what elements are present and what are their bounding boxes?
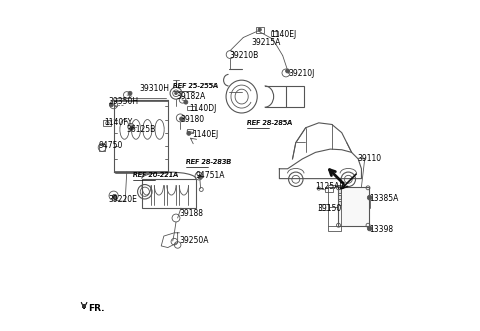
Bar xyxy=(338,189,341,193)
Text: 39110: 39110 xyxy=(358,155,382,164)
Circle shape xyxy=(187,131,191,135)
Circle shape xyxy=(112,194,117,199)
Text: 39310H: 39310H xyxy=(140,84,170,93)
Text: 39210B: 39210B xyxy=(229,51,259,60)
Text: 39150: 39150 xyxy=(317,204,341,213)
Bar xyxy=(83,304,86,308)
Text: 39188: 39188 xyxy=(179,209,203,217)
Circle shape xyxy=(286,69,289,73)
Text: 1140DJ: 1140DJ xyxy=(189,104,216,113)
Bar xyxy=(286,86,304,107)
Text: 1140EJ: 1140EJ xyxy=(270,30,297,39)
Circle shape xyxy=(258,28,261,31)
Bar xyxy=(338,195,341,199)
Text: REF 28-283B: REF 28-283B xyxy=(186,159,231,165)
Bar xyxy=(188,106,195,110)
Text: 39180: 39180 xyxy=(180,115,204,124)
Circle shape xyxy=(180,117,183,121)
Text: REF 20-221A: REF 20-221A xyxy=(133,172,178,178)
Bar xyxy=(319,204,329,210)
Circle shape xyxy=(128,91,132,95)
Text: 1140EJ: 1140EJ xyxy=(192,130,219,139)
Bar xyxy=(142,179,196,208)
Bar xyxy=(103,120,111,126)
Text: REF 25-255A: REF 25-255A xyxy=(173,83,217,89)
Text: 1140FY: 1140FY xyxy=(104,118,132,127)
Circle shape xyxy=(367,226,372,231)
Text: 39220E: 39220E xyxy=(108,196,137,205)
Circle shape xyxy=(198,175,202,179)
Text: 39182A: 39182A xyxy=(176,92,205,101)
Text: 1125AD: 1125AD xyxy=(315,182,346,191)
Circle shape xyxy=(109,103,113,107)
Text: REF 20-221A: REF 20-221A xyxy=(133,172,179,178)
Bar xyxy=(271,31,278,36)
Text: REF 28-283B: REF 28-283B xyxy=(186,159,231,165)
Bar xyxy=(187,129,193,133)
Circle shape xyxy=(131,126,134,129)
Text: 39215A: 39215A xyxy=(252,38,281,47)
Text: 13385A: 13385A xyxy=(370,194,399,203)
Text: 39250A: 39250A xyxy=(179,236,209,246)
Bar xyxy=(256,27,264,32)
Text: 13398: 13398 xyxy=(370,225,394,234)
Text: 39350H: 39350H xyxy=(108,97,139,106)
Circle shape xyxy=(175,92,177,95)
Bar xyxy=(338,187,369,226)
Text: 94751A: 94751A xyxy=(196,171,225,180)
Circle shape xyxy=(367,195,372,200)
Text: REF 28-285A: REF 28-285A xyxy=(247,120,292,126)
Bar xyxy=(99,144,106,151)
Circle shape xyxy=(184,100,188,104)
Text: 36125B: 36125B xyxy=(127,125,156,134)
Text: 39210J: 39210J xyxy=(288,69,315,78)
Bar xyxy=(328,185,341,231)
Bar xyxy=(324,187,333,192)
Text: 94750: 94750 xyxy=(98,141,122,150)
Bar xyxy=(338,201,341,205)
Text: REF 28-285A: REF 28-285A xyxy=(247,120,292,126)
Text: FR.: FR. xyxy=(88,304,105,312)
Text: REF 25-255A: REF 25-255A xyxy=(173,83,218,89)
